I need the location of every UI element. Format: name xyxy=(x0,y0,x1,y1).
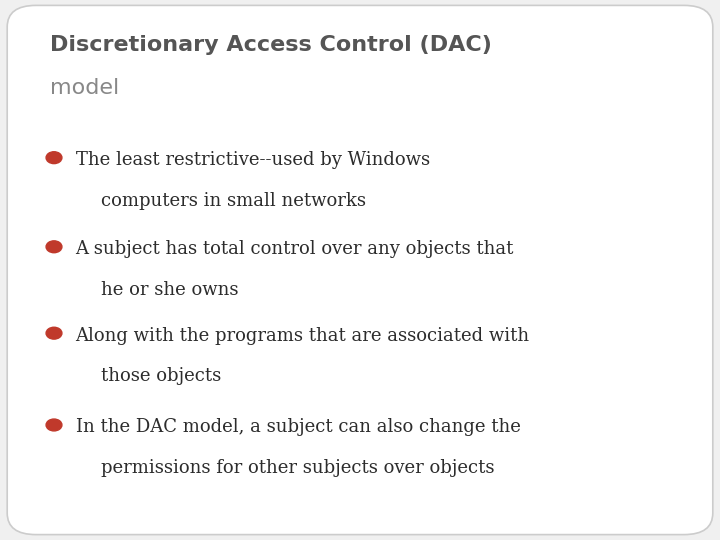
Circle shape xyxy=(46,152,62,164)
Circle shape xyxy=(46,241,62,253)
Text: The least restrictive--used by Windows: The least restrictive--used by Windows xyxy=(76,151,430,169)
Text: permissions for other subjects over objects: permissions for other subjects over obje… xyxy=(101,459,495,477)
Text: A subject has total control over any objects that: A subject has total control over any obj… xyxy=(76,240,514,258)
Text: Discretionary Access Control (DAC): Discretionary Access Control (DAC) xyxy=(50,35,492,55)
Text: computers in small networks: computers in small networks xyxy=(101,192,366,210)
Text: he or she owns: he or she owns xyxy=(101,281,238,299)
Text: Along with the programs that are associated with: Along with the programs that are associa… xyxy=(76,327,530,345)
FancyBboxPatch shape xyxy=(7,5,713,535)
Circle shape xyxy=(46,327,62,339)
Text: those objects: those objects xyxy=(101,367,221,385)
Text: In the DAC model, a subject can also change the: In the DAC model, a subject can also cha… xyxy=(76,418,521,436)
Circle shape xyxy=(46,419,62,431)
Text: model: model xyxy=(50,78,120,98)
